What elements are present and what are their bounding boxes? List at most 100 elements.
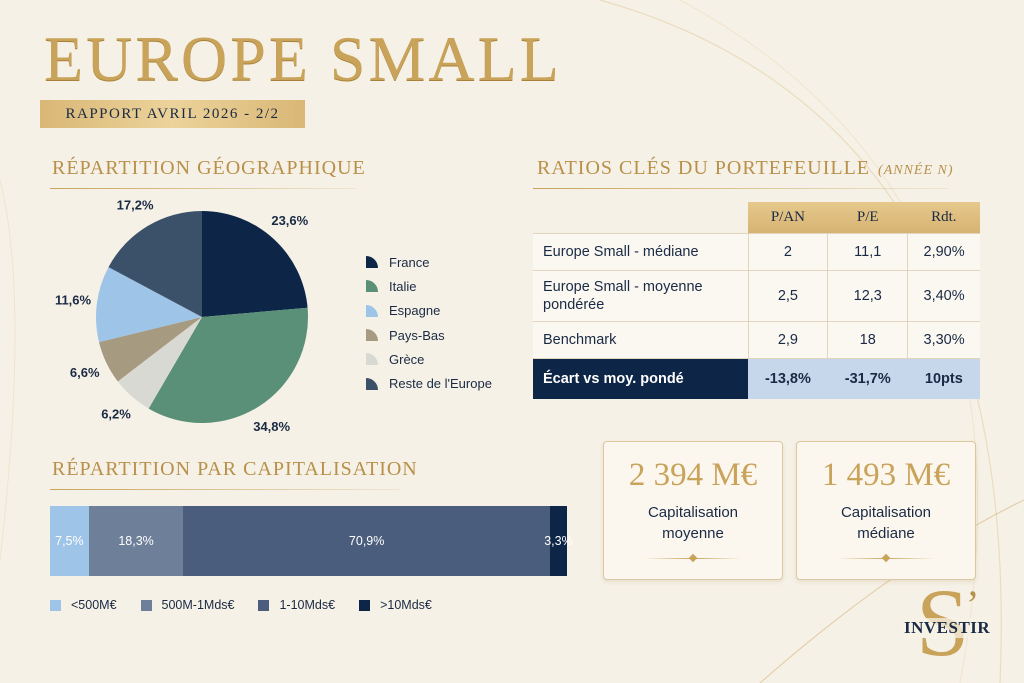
- cap-legend-item: <500M€: [50, 598, 117, 612]
- cell-rdt: 2,90%: [907, 232, 980, 270]
- logo-apostrophe: ’: [966, 582, 980, 627]
- cap-bar-segment: 70,9%: [183, 506, 550, 576]
- row-label: Écart vs moy. pondé: [533, 357, 748, 399]
- ratios-section-title: RATIOS CLÉS DU PORTEFEUILLE (ANNÉE N): [537, 157, 954, 180]
- kpi-divider: [644, 558, 742, 559]
- ratios-section-rule: [533, 188, 948, 189]
- legend-swatch: [366, 329, 378, 342]
- cap-bar-value-label: 7,5%: [55, 534, 84, 548]
- pie-slice-gr-ce: [117, 317, 202, 409]
- legend-swatch: [366, 280, 378, 293]
- cap-legend-label: >10Mds€: [380, 598, 432, 612]
- cap-legend-item: 500M-1Mds€: [140, 598, 235, 612]
- table-row: Benchmark 2,9 18 3,30%: [533, 320, 980, 358]
- cap-legend: <500M€ 500M-1Mds€ 1-10Mds€ >10Mds€: [50, 598, 456, 612]
- legend-item-reste-europe: Reste de l'Europe: [366, 371, 492, 395]
- cap-bar-value-label: 70,9%: [348, 534, 385, 548]
- cap-section-rule: [50, 489, 400, 490]
- ratios-table: P/AN P/E Rdt. Europe Small - médiane 2 1…: [533, 202, 980, 399]
- kpi-label: Capitalisation moyenne: [647, 504, 739, 542]
- cell-pan: -13,8%: [748, 357, 828, 399]
- cap-legend-item: 1-10Mds€: [258, 598, 335, 612]
- cap-legend-label: 500M-1Mds€: [161, 598, 235, 612]
- table-header-rdt: Rdt.: [907, 202, 980, 233]
- pie-value-label: 6,6%: [70, 365, 100, 380]
- cell-pan: 2,5: [747, 269, 828, 321]
- legend-label: France: [389, 254, 430, 270]
- cell-rdt: 3,40%: [907, 269, 980, 321]
- cell-pe: 11,1: [827, 232, 908, 270]
- pie-value-label: 34,8%: [253, 419, 290, 434]
- kpi-divider: [837, 558, 935, 559]
- legend-item-france: France: [366, 250, 492, 274]
- logo-wordmark: INVESTIR: [902, 618, 993, 638]
- cap-stacked-bar: 7,5% 18,3% 70,9% 3,3%: [50, 506, 573, 576]
- legend-swatch: [366, 256, 378, 269]
- cap-legend-swatch: [258, 599, 270, 611]
- legend-label: Grèce: [389, 351, 425, 367]
- cap-legend-swatch: [359, 599, 371, 611]
- table-header-blank: [533, 202, 748, 233]
- pie-slice-espagne: [96, 267, 202, 343]
- cell-rdt: 10pts: [907, 357, 980, 399]
- table-row: Europe Small - moyenne pondérée 2,5 12,3…: [533, 269, 980, 321]
- cell-pan: 2: [747, 232, 828, 270]
- pie-slice-france: [202, 211, 308, 317]
- legend-item-italie: Italie: [366, 274, 492, 298]
- ratios-title-text: RATIOS CLÉS DU PORTEFEUILLE: [537, 157, 871, 179]
- investir-logo: S ’ INVESTIR: [896, 575, 996, 671]
- kpi-value: 1 493 M€: [821, 457, 951, 493]
- kpi-value: 2 394 M€: [628, 457, 758, 493]
- kpi-card-mediane: 1 493 M€ Capitalisation médiane: [796, 441, 976, 580]
- geo-pie-chart: 23,6% 34,8% 6,2% 6,6% 11,6% 17,2%: [55, 198, 309, 434]
- cap-legend-swatch: [50, 599, 61, 611]
- kpi-card-moyenne: 2 394 M€ Capitalisation moyenne: [603, 441, 783, 580]
- row-label: Europe Small - médiane: [533, 232, 748, 270]
- legend-label: Espagne: [389, 303, 441, 319]
- legend-item-pays-bas: Pays-Bas: [366, 323, 492, 347]
- geo-section-rule: [50, 188, 356, 189]
- table-header-pe: P/E: [827, 202, 908, 233]
- legend-label: Reste de l'Europe: [389, 376, 492, 392]
- ratios-title-paren: (ANNÉE N): [878, 163, 954, 178]
- cell-rdt: 3,30%: [907, 320, 980, 358]
- row-label: Benchmark: [533, 320, 748, 358]
- cap-legend-item: >10Mds€: [359, 598, 432, 612]
- legend-item-espagne: Espagne: [366, 299, 492, 323]
- kpi-label: Capitalisation médiane: [840, 504, 932, 542]
- geo-section-title: RÉPARTITION GÉOGRAPHIQUE: [52, 157, 366, 179]
- legend-swatch: [366, 377, 378, 390]
- cap-section-title: RÉPARTITION PAR CAPITALISATION: [52, 458, 418, 480]
- pie-value-label: 6,2%: [101, 407, 131, 422]
- cap-bar-segment: 18,3%: [88, 506, 184, 576]
- cap-legend-label: <500M€: [71, 598, 117, 612]
- cap-bar-value-label: 18,3%: [118, 534, 154, 548]
- legend-item-grece: Grèce: [366, 347, 492, 371]
- pie-value-label: 17,2%: [117, 198, 154, 213]
- cap-legend-swatch: [140, 599, 152, 611]
- pie-slice-pays-bas: [99, 317, 202, 382]
- table-header-row: P/AN P/E Rdt.: [533, 202, 980, 233]
- row-label: Europe Small - moyenne pondérée: [533, 269, 748, 321]
- cap-bar-segment: 3,3%: [544, 506, 573, 576]
- cap-legend-label: 1-10Mds€: [279, 598, 336, 612]
- pie-value-label: 23,6%: [271, 213, 308, 228]
- pie-slice-italie: [148, 307, 308, 423]
- legend-swatch: [366, 304, 378, 317]
- table-row-ecart: Écart vs moy. pondé -13,8% -31,7% 10pts: [533, 357, 980, 399]
- legend-label: Pays-Bas: [389, 327, 445, 343]
- pie-slice-reste-de-l-europe: [108, 211, 202, 317]
- legend-label: Italie: [389, 278, 417, 294]
- legend-swatch: [366, 353, 378, 366]
- cap-bar-segment: 7,5%: [50, 506, 89, 576]
- report-subtitle: RAPPORT AVRIL 2026 - 2/2: [40, 100, 305, 128]
- page-title: EUROPE SMALL: [44, 23, 562, 94]
- cell-pe: 12,3: [827, 269, 908, 321]
- cell-pan: 2,9: [747, 320, 828, 358]
- table-header-pan: P/AN: [748, 202, 828, 233]
- geo-legend: France Italie Espagne Pays-Bas Grèce Res…: [366, 250, 492, 396]
- pie-value-label: 11,6%: [55, 293, 92, 308]
- cell-pe: 18: [827, 320, 908, 358]
- table-row: Europe Small - médiane 2 11,1 2,90%: [533, 232, 980, 270]
- cell-pe: -31,7%: [827, 357, 908, 399]
